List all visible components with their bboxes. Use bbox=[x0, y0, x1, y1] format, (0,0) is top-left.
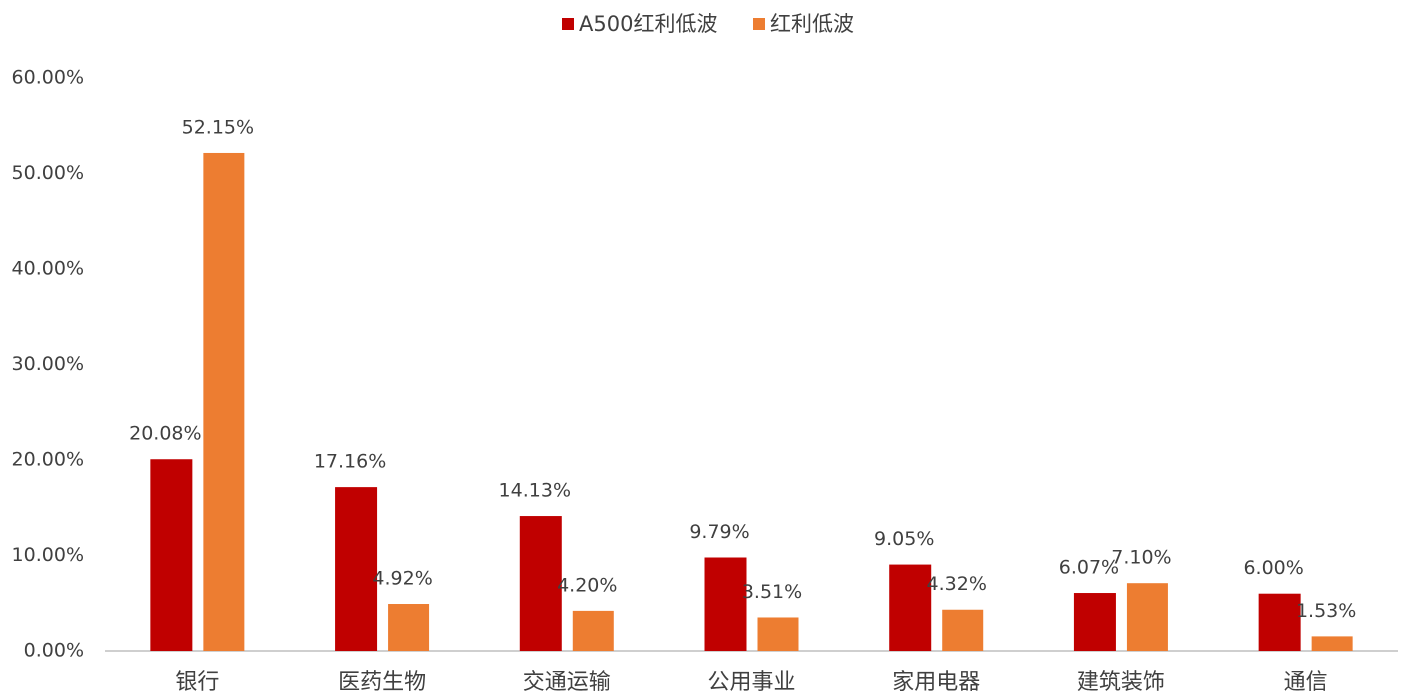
y-tick-label: 10.00% bbox=[12, 544, 84, 566]
bar bbox=[1126, 583, 1168, 651]
value-label: 7.10% bbox=[1111, 547, 1171, 569]
value-label: 1.53% bbox=[1296, 600, 1356, 622]
bar bbox=[889, 564, 932, 651]
legend-swatch bbox=[753, 18, 765, 30]
bar bbox=[388, 604, 430, 651]
y-tick-label: 0.00% bbox=[24, 640, 84, 662]
value-label: 17.16% bbox=[314, 451, 386, 473]
bar bbox=[519, 516, 562, 651]
y-tick-label: 30.00% bbox=[12, 353, 84, 375]
x-tick-label: 医药生物 bbox=[338, 670, 426, 695]
value-label: 6.07% bbox=[1059, 557, 1119, 579]
x-tick-label: 通信 bbox=[1284, 670, 1328, 695]
value-label: 20.08% bbox=[129, 423, 201, 445]
x-tick-label: 银行 bbox=[175, 670, 219, 695]
bar bbox=[1311, 636, 1353, 651]
legend-label: 红利低波 bbox=[770, 12, 854, 36]
value-label: 4.20% bbox=[557, 574, 617, 596]
bar bbox=[335, 487, 378, 651]
bar bbox=[572, 610, 614, 651]
legend-swatch bbox=[562, 18, 574, 30]
value-label: 4.32% bbox=[927, 573, 987, 595]
x-tick-label: 家用电器 bbox=[892, 670, 980, 695]
value-label: 52.15% bbox=[182, 116, 254, 138]
bar bbox=[150, 459, 193, 651]
bar bbox=[203, 152, 245, 651]
bar bbox=[704, 557, 747, 651]
value-label: 9.05% bbox=[874, 528, 934, 550]
value-label: 6.00% bbox=[1243, 557, 1303, 579]
value-label: 9.79% bbox=[689, 521, 749, 543]
bar bbox=[757, 617, 799, 651]
bar bbox=[1258, 593, 1301, 651]
x-tick-label: 公用事业 bbox=[707, 670, 795, 695]
value-label: 4.92% bbox=[372, 568, 432, 590]
value-label: 3.51% bbox=[742, 581, 802, 603]
value-label: 14.13% bbox=[499, 480, 571, 502]
bar bbox=[1073, 593, 1116, 651]
y-tick-label: 40.00% bbox=[12, 258, 84, 280]
legend-label: A500红利低波 bbox=[579, 12, 717, 36]
y-tick-label: 60.00% bbox=[12, 67, 84, 89]
x-tick-label: 建筑装饰 bbox=[1077, 670, 1165, 695]
y-tick-label: 20.00% bbox=[12, 449, 84, 471]
x-tick-label: 交通运输 bbox=[523, 670, 611, 695]
y-tick-label: 50.00% bbox=[12, 162, 84, 184]
bar bbox=[942, 609, 984, 651]
